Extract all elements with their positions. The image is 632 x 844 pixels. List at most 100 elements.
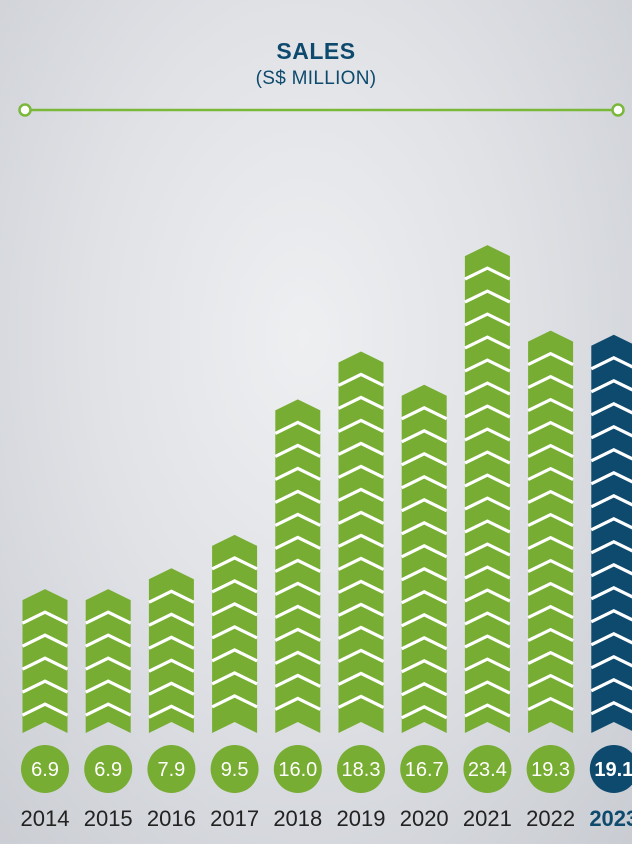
chevron-divider xyxy=(464,680,511,695)
value-circle-2021 xyxy=(463,745,512,793)
chevron-divider xyxy=(400,544,448,559)
chevron-divider xyxy=(527,489,574,505)
chevron-divider xyxy=(590,608,632,624)
chevron-divider xyxy=(84,633,132,648)
chevron-divider xyxy=(274,420,322,435)
chevron-divider xyxy=(400,590,448,605)
chevron-divider xyxy=(211,671,258,686)
bar-shape xyxy=(401,384,447,733)
chevron-divider xyxy=(148,704,195,719)
value-label-2020: 16.7 xyxy=(405,759,444,781)
chevron-divider xyxy=(274,443,322,458)
value-label-2015: 6.9 xyxy=(94,759,122,781)
chevron-divider xyxy=(211,602,258,617)
bar-2017 xyxy=(211,534,258,733)
chevron-divider xyxy=(527,581,574,597)
chevron-divider xyxy=(590,378,632,394)
bar-2023 xyxy=(590,334,632,733)
chevron-divider xyxy=(148,612,195,627)
chevron-divider xyxy=(400,452,448,467)
chevron-divider xyxy=(527,535,574,551)
chevron-divider xyxy=(590,677,632,693)
chevron-divider xyxy=(400,498,448,513)
chevron-divider xyxy=(590,493,632,509)
chevron-divider xyxy=(590,654,632,670)
chevron-divider xyxy=(590,424,632,440)
year-label-2020: 2020 xyxy=(400,806,449,831)
chevron-divider xyxy=(400,613,448,628)
chevron-divider xyxy=(337,579,385,594)
bar-2019 xyxy=(337,351,385,733)
chevron-divider xyxy=(337,464,385,479)
chevron-divider xyxy=(464,519,511,534)
value-circle-2023 xyxy=(589,745,632,793)
chevron-divider xyxy=(464,404,511,419)
value-circle-2022 xyxy=(526,745,575,793)
chevron-divider xyxy=(337,487,385,502)
bar-shape xyxy=(591,334,632,733)
chevron-divider xyxy=(464,381,511,396)
chevron-divider xyxy=(274,535,322,550)
chevron-divider xyxy=(211,625,258,640)
chevron-divider xyxy=(464,703,511,718)
chevron-divider xyxy=(527,466,574,482)
value-label-2023: 19.1 xyxy=(594,759,632,781)
chevron-divider xyxy=(464,335,511,350)
value-label-2017: 9.5 xyxy=(221,759,249,781)
value-circle-2016 xyxy=(147,745,196,793)
chevron-divider xyxy=(527,696,574,712)
chevron-divider xyxy=(590,401,632,417)
chevron-divider xyxy=(274,627,322,642)
chevron-divider xyxy=(337,694,385,709)
chevron-divider xyxy=(21,702,69,717)
chevron-divider xyxy=(464,611,511,626)
year-label-2018: 2018 xyxy=(273,806,322,831)
year-label-2019: 2019 xyxy=(337,806,386,831)
chevron-divider xyxy=(464,289,511,304)
bar-shape xyxy=(528,330,574,733)
value-label-2014: 6.9 xyxy=(31,759,59,781)
chart-subtitle: (S$ MILLION) xyxy=(255,68,377,89)
bar-2014 xyxy=(21,589,69,733)
chevron-divider xyxy=(274,512,322,527)
value-circle-2017 xyxy=(210,745,259,793)
chevron-divider xyxy=(464,565,511,580)
chevron-divider xyxy=(84,679,132,694)
bar-shape xyxy=(22,589,68,733)
chevron-divider xyxy=(527,604,574,620)
chevron-divider xyxy=(274,673,322,688)
chevron-divider xyxy=(527,351,574,367)
chevron-divider xyxy=(464,542,511,557)
chevron-divider xyxy=(464,450,511,465)
chevron-divider xyxy=(464,312,511,327)
value-circle-2015 xyxy=(84,745,133,793)
chart-title: SALES xyxy=(276,38,356,64)
year-label-2017: 2017 xyxy=(210,806,259,831)
chevron-divider xyxy=(527,374,574,390)
bar-shape xyxy=(148,568,194,733)
bar-2016 xyxy=(148,568,195,733)
chevron-divider xyxy=(400,521,448,536)
chevron-divider xyxy=(21,656,69,671)
year-label-2015: 2015 xyxy=(84,806,133,831)
chevron-divider xyxy=(400,406,448,421)
chevron-divider xyxy=(337,372,385,387)
bar-shape xyxy=(338,351,384,733)
chevron-divider xyxy=(400,659,448,674)
chevron-divider xyxy=(148,658,195,673)
chevron-divider xyxy=(274,696,322,711)
chevron-divider xyxy=(274,466,322,481)
chevron-divider xyxy=(84,656,132,671)
chevron-divider xyxy=(464,657,511,672)
rule-left-endpoint xyxy=(18,103,32,117)
chevron-divider xyxy=(337,510,385,525)
chevron-divider xyxy=(590,539,632,555)
year-label-2016: 2016 xyxy=(147,806,196,831)
bar-2020 xyxy=(400,384,448,733)
chevron-divider xyxy=(464,358,511,373)
value-label-2022: 19.3 xyxy=(531,759,570,781)
chevron-divider xyxy=(148,635,195,650)
year-label-2022: 2022 xyxy=(526,806,575,831)
